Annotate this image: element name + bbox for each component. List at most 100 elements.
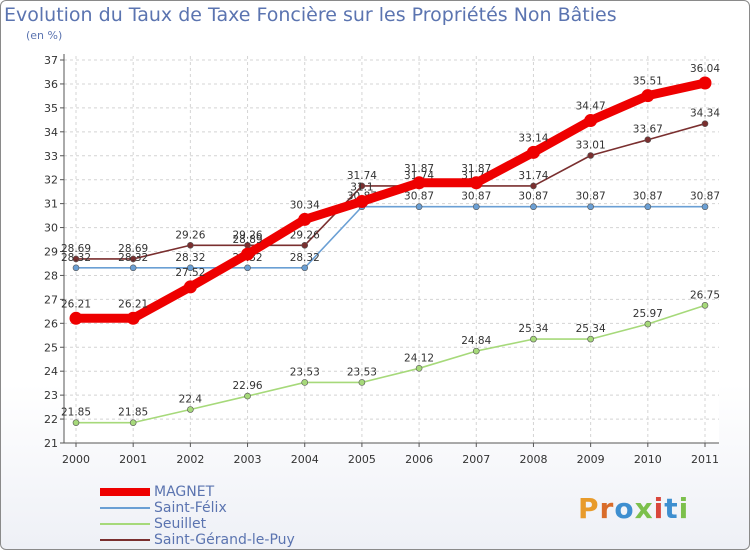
data-point-0 xyxy=(412,176,426,190)
y-tick-label: 33 xyxy=(44,150,58,163)
data-point-0 xyxy=(526,145,540,159)
data-label-1: 28.32 xyxy=(118,252,148,264)
x-tick-label: 2005 xyxy=(348,453,376,466)
legend-swatch-saint-felix xyxy=(100,507,150,509)
data-label-2: 21.85 xyxy=(118,407,148,419)
legend-label-magnet: MAGNET xyxy=(154,484,215,500)
data-point-2 xyxy=(472,347,480,355)
data-point-0 xyxy=(298,212,312,226)
y-tick-label: 25 xyxy=(44,341,58,354)
data-label-0: 34.47 xyxy=(576,101,606,113)
data-point-1 xyxy=(530,203,537,211)
data-label-2: 25.97 xyxy=(633,308,663,320)
x-tick-label: 2002 xyxy=(176,453,204,466)
data-point-3 xyxy=(187,241,194,249)
x-tick-label: 2004 xyxy=(291,453,319,466)
data-point-2 xyxy=(129,419,137,426)
data-label-1: 28.32 xyxy=(61,252,91,264)
y-tick-label: 34 xyxy=(44,126,58,139)
data-label-0: 31.1 xyxy=(350,181,373,193)
data-label-2: 26.75 xyxy=(690,289,720,301)
legend-swatch-seuillet xyxy=(100,523,150,525)
y-tick-label: 32 xyxy=(44,174,58,187)
legend-label-saint-gerand: Saint-Gérand-le-Puy xyxy=(154,532,295,548)
data-point-1 xyxy=(701,203,709,211)
data-point-3 xyxy=(701,120,709,127)
data-point-2 xyxy=(530,335,537,343)
data-point-2 xyxy=(244,392,251,400)
data-label-3: 33.67 xyxy=(633,124,663,136)
data-point-2 xyxy=(301,379,309,386)
data-label-0: 31.87 xyxy=(461,163,491,175)
data-point-3 xyxy=(72,255,80,263)
data-label-2: 24.84 xyxy=(461,335,491,347)
series-line-1 xyxy=(75,205,706,269)
data-point-1 xyxy=(301,264,309,272)
data-label-1: 30.87 xyxy=(690,191,720,203)
data-point-1 xyxy=(244,264,251,272)
data-point-3 xyxy=(644,136,652,144)
y-tick-label: 30 xyxy=(44,222,58,235)
data-point-0 xyxy=(355,194,369,208)
data-label-3: 34.34 xyxy=(690,108,720,120)
data-label-2: 23.53 xyxy=(290,366,320,378)
y-tick-label: 22 xyxy=(44,413,58,426)
data-label-1: 30.87 xyxy=(576,191,606,203)
y-tick-label: 26 xyxy=(44,317,58,330)
x-tick-label: 2010 xyxy=(634,453,662,466)
data-label-1: 28.32 xyxy=(290,252,320,264)
data-label-1: 30.87 xyxy=(404,191,434,203)
x-tick-label: 2006 xyxy=(405,453,433,466)
data-point-2 xyxy=(701,302,709,309)
data-point-3 xyxy=(587,152,594,159)
y-tick-label: 23 xyxy=(44,389,58,402)
data-point-0 xyxy=(698,76,712,90)
data-label-1: 30.87 xyxy=(518,191,548,203)
y-tick-label: 21 xyxy=(44,437,58,450)
data-point-1 xyxy=(587,203,594,211)
y-tick-label: 24 xyxy=(44,365,58,378)
x-tick-label: 2008 xyxy=(519,453,547,466)
data-point-2 xyxy=(587,335,594,343)
data-label-0: 27.52 xyxy=(175,267,205,279)
data-point-1 xyxy=(187,264,194,272)
data-label-1: 30.87 xyxy=(633,191,663,203)
data-label-2: 21.85 xyxy=(61,407,91,419)
y-tick-label: 35 xyxy=(44,102,58,115)
series-line-2 xyxy=(75,304,706,424)
data-point-0 xyxy=(241,247,255,261)
series-line-0 xyxy=(71,78,710,323)
data-point-0 xyxy=(126,311,140,325)
data-point-1 xyxy=(644,203,652,211)
data-point-3 xyxy=(301,241,309,249)
data-point-2 xyxy=(644,320,652,328)
data-point-2 xyxy=(415,365,423,372)
data-label-3: 33.01 xyxy=(576,140,606,152)
data-point-3 xyxy=(129,255,137,263)
data-point-0 xyxy=(584,114,598,128)
data-label-3: 31.74 xyxy=(347,170,377,182)
y-tick-label: 27 xyxy=(44,293,58,306)
data-point-1 xyxy=(72,264,80,272)
data-label-0: 35.51 xyxy=(633,76,663,88)
legend-swatch-saint-gerand xyxy=(100,539,150,541)
x-tick-label: 2007 xyxy=(462,453,490,466)
data-point-0 xyxy=(69,311,83,325)
data-label-3: 28.69 xyxy=(118,243,148,255)
data-label-0: 30.34 xyxy=(290,199,320,211)
data-label-2: 22.96 xyxy=(233,380,263,392)
data-label-3: 28.69 xyxy=(61,243,91,255)
data-label-1: 28.32 xyxy=(175,252,205,264)
data-point-1 xyxy=(415,203,423,211)
proxiti-logo: Proxiti xyxy=(578,492,690,525)
chart-subtitle: (en %) xyxy=(26,29,63,42)
plot-area xyxy=(64,56,719,443)
legend-label-seuillet: Seuillet xyxy=(154,516,207,532)
y-tick-label: 29 xyxy=(44,246,58,259)
x-tick-label: 2001 xyxy=(119,453,147,466)
data-label-2: 25.34 xyxy=(518,323,548,335)
x-tick-label: 2011 xyxy=(691,453,719,466)
y-tick-label: 31 xyxy=(44,198,58,211)
data-label-0: 31.87 xyxy=(404,163,434,175)
